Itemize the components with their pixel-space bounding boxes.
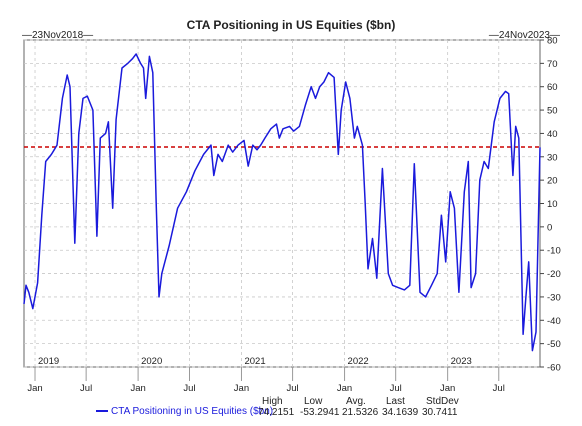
x-month-label: Jan: [27, 383, 42, 394]
y-tick-label: -60: [547, 363, 561, 374]
y-tick-label: -30: [547, 292, 561, 303]
x-month-label: Jan: [234, 383, 249, 394]
y-tick-label: -40: [547, 316, 561, 327]
chart-title: CTA Positioning in US Equities ($bn): [186, 18, 396, 32]
stat-value: 21.5326: [342, 407, 379, 418]
x-year-label: 2019: [38, 356, 59, 367]
y-tick-label: 40: [547, 129, 558, 140]
legend-swatch: [96, 410, 108, 413]
y-tick-label: 60: [547, 82, 558, 93]
y-tick-label: 0: [547, 222, 552, 233]
stat-label: Low: [304, 396, 323, 407]
x-month-label: Jan: [130, 383, 145, 394]
y-tick-label: -50: [547, 339, 561, 350]
y-tick-label: -20: [547, 269, 561, 280]
y-tick-label: 10: [547, 199, 558, 210]
x-month-label: Jul: [287, 383, 299, 394]
x-month-label: Jan: [337, 383, 352, 394]
x-month-label: Jul: [80, 383, 92, 394]
x-year-label: 2021: [244, 356, 265, 367]
stat-value: 30.7411: [422, 407, 458, 418]
stat-value: 34.1639: [382, 407, 419, 418]
legend: CTA Positioning in US Equities ($bn): [96, 406, 273, 417]
x-month-label: Jul: [493, 383, 505, 394]
series-line: [23, 53, 541, 352]
stat-label: High: [262, 396, 283, 407]
stat-label: Last: [386, 396, 405, 407]
stat-label: Avg.: [346, 396, 366, 407]
y-tick-label: 50: [547, 106, 558, 117]
y-tick-label: 30: [547, 152, 558, 163]
x-year-label: 2020: [141, 356, 162, 367]
y-tick-label: 20: [547, 176, 558, 187]
y-tick-label: 80: [547, 36, 558, 47]
stat-value: -53.2941: [300, 407, 340, 418]
x-month-label: Jul: [183, 383, 195, 394]
y-tick-label: -10: [547, 246, 561, 257]
x-year-label: 2022: [348, 356, 369, 367]
x-year-label: 2023: [451, 356, 472, 367]
y-tick-label: 70: [547, 59, 558, 70]
stat-value: 74.2151: [258, 407, 295, 418]
legend-label: CTA Positioning in US Equities ($bn): [111, 406, 274, 417]
end-date-label: —24Nov2023—: [488, 30, 560, 41]
x-month-label: Jan: [440, 383, 455, 394]
start-date-label: —23Nov2018—: [22, 30, 94, 41]
stat-label: StdDev: [426, 396, 459, 407]
x-month-label: Jul: [390, 383, 402, 394]
